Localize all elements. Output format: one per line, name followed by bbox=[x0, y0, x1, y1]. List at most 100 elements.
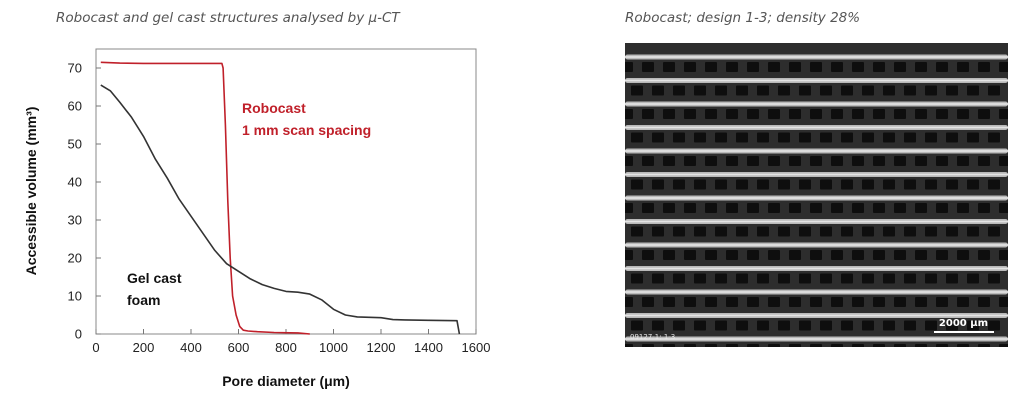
pore-slot bbox=[999, 344, 1008, 347]
pore-slot bbox=[757, 226, 769, 237]
pore-slot bbox=[862, 132, 874, 143]
pore-slot bbox=[747, 203, 759, 213]
pore-slot bbox=[925, 320, 937, 331]
pore-slot bbox=[768, 109, 780, 119]
pore-slot bbox=[694, 320, 706, 331]
pore-slot bbox=[978, 297, 990, 307]
pore-slot bbox=[789, 297, 801, 307]
pore-slot bbox=[747, 62, 759, 72]
pore-slot bbox=[673, 226, 685, 237]
pore-slot bbox=[999, 156, 1008, 166]
pore-slot bbox=[978, 203, 990, 213]
y-tick-label: 0 bbox=[75, 327, 82, 342]
pore-slot bbox=[820, 320, 832, 331]
pore-slot bbox=[715, 179, 727, 190]
pore-slot bbox=[789, 156, 801, 166]
pore-slot bbox=[810, 62, 822, 72]
y-tick-label: 70 bbox=[68, 61, 82, 76]
pore-slot bbox=[810, 203, 822, 213]
pore-slot bbox=[946, 320, 958, 331]
robocast-annotation: Robocast 1 mm scan spacing bbox=[242, 100, 371, 138]
pore-slot bbox=[967, 85, 979, 96]
pore-slot bbox=[841, 85, 853, 96]
pore-slot bbox=[673, 132, 685, 143]
pore-slot bbox=[925, 226, 937, 237]
y-tick-label: 40 bbox=[68, 175, 82, 190]
pore-slot bbox=[862, 320, 874, 331]
pore-slot bbox=[999, 250, 1008, 260]
strand-highlight bbox=[625, 244, 1008, 246]
pore-slot bbox=[936, 62, 948, 72]
pore-slot bbox=[841, 273, 853, 284]
pore-slot bbox=[873, 250, 885, 260]
x-tick-label: 600 bbox=[228, 340, 250, 355]
axis-ticks: 0 200 400 600 800 1000 1200 1400 1600 0 10 20 30 40 50… bbox=[68, 61, 491, 356]
y-tick-label: 30 bbox=[68, 213, 82, 228]
y-tick-label: 10 bbox=[68, 289, 82, 304]
pore-slot bbox=[663, 250, 675, 260]
pore-slot bbox=[789, 344, 801, 347]
gelcast-annotation-line-1: Gel cast bbox=[127, 270, 182, 286]
pore-slot bbox=[988, 226, 1000, 237]
pore-slot bbox=[747, 344, 759, 347]
pore-slot bbox=[946, 132, 958, 143]
pore-slot bbox=[883, 179, 895, 190]
pore-slot bbox=[757, 179, 769, 190]
pore-slot bbox=[789, 250, 801, 260]
pore-slot bbox=[904, 85, 916, 96]
pore-slot bbox=[799, 320, 811, 331]
pore-slot bbox=[852, 297, 864, 307]
chart-caption: Robocast and gel cast structures analyse… bbox=[56, 10, 400, 26]
pore-slot bbox=[778, 132, 790, 143]
pore-slot bbox=[726, 156, 738, 166]
pore-slot bbox=[862, 179, 874, 190]
robocast-annotation-line-2: 1 mm scan spacing bbox=[242, 122, 371, 138]
pore-slot bbox=[946, 226, 958, 237]
pore-slot bbox=[894, 250, 906, 260]
gelcast-annotation: Gel cast foam bbox=[127, 270, 185, 308]
pore-slot bbox=[652, 132, 664, 143]
pore-slot bbox=[988, 273, 1000, 284]
pore-slot bbox=[684, 156, 696, 166]
pore-slot bbox=[747, 109, 759, 119]
pore-slot bbox=[768, 156, 780, 166]
pore-slot bbox=[789, 203, 801, 213]
pore-slot bbox=[904, 273, 916, 284]
pore-slot bbox=[768, 250, 780, 260]
pore-slot bbox=[799, 179, 811, 190]
pore-slot bbox=[799, 226, 811, 237]
pore-slot bbox=[915, 203, 927, 213]
pore-slot bbox=[778, 85, 790, 96]
pore-slot bbox=[967, 226, 979, 237]
pore-slot bbox=[663, 62, 675, 72]
pore-slot bbox=[736, 226, 748, 237]
strand-highlight bbox=[625, 220, 1008, 223]
strand-highlight bbox=[625, 103, 1008, 105]
pore-slot bbox=[663, 203, 675, 213]
pore-slot bbox=[988, 320, 1000, 331]
x-tick-label: 0 bbox=[92, 340, 99, 355]
pore-slot bbox=[831, 156, 843, 166]
pore-slot bbox=[957, 344, 969, 347]
pore-slot bbox=[831, 203, 843, 213]
pore-slot bbox=[673, 273, 685, 284]
pore-slot bbox=[726, 109, 738, 119]
pore-slot bbox=[715, 85, 727, 96]
strand-highlight bbox=[625, 291, 1008, 293]
pore-slot bbox=[694, 179, 706, 190]
pore-slot bbox=[789, 109, 801, 119]
pore-slot bbox=[967, 320, 979, 331]
pore-slot bbox=[736, 320, 748, 331]
pore-slot bbox=[705, 250, 717, 260]
pore-slot bbox=[862, 273, 874, 284]
pore-slot bbox=[625, 62, 633, 72]
pore-slot bbox=[915, 344, 927, 347]
pore-slot bbox=[915, 62, 927, 72]
pore-slot bbox=[694, 273, 706, 284]
pore-slot bbox=[883, 85, 895, 96]
pore-slot bbox=[925, 132, 937, 143]
pore-slot bbox=[642, 344, 654, 347]
pore-slot bbox=[631, 179, 643, 190]
strand-highlight bbox=[625, 197, 1008, 199]
pore-slot bbox=[778, 273, 790, 284]
